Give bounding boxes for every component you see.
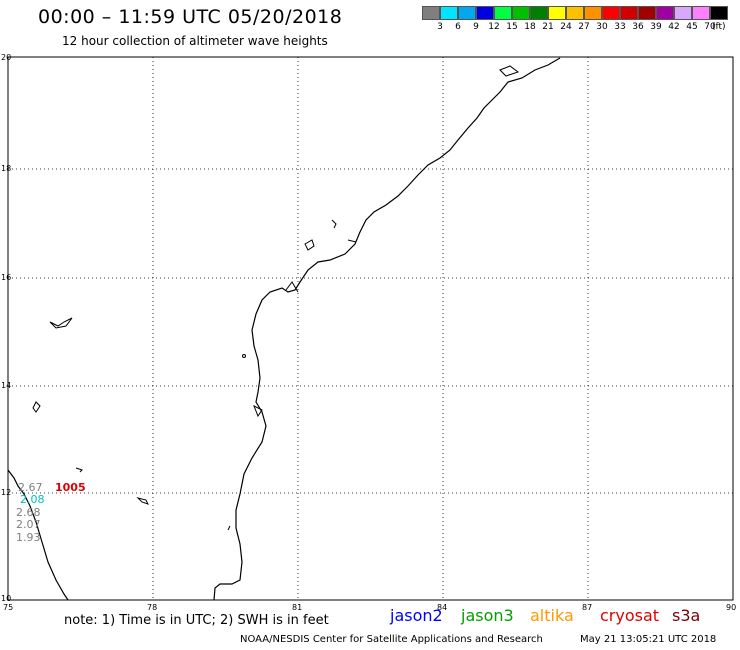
island-6 <box>75 467 83 473</box>
island-5 <box>331 219 337 229</box>
obs-value: 1005 <box>55 481 86 494</box>
legend-label: 9 <box>473 22 479 32</box>
legend-label: 33 <box>614 22 626 32</box>
map-subtitle: 12 hour collection of altimeter wave hei… <box>62 34 328 48</box>
legend-label: 36 <box>632 22 644 32</box>
legend-swatch <box>620 6 638 20</box>
legend-label: 15 <box>506 22 518 32</box>
legend-swatch <box>602 6 620 20</box>
legend-swatch <box>674 6 692 20</box>
x-tick-87: 87 <box>582 603 593 612</box>
y-tick-14: 14 <box>1 381 12 390</box>
satellite-altika: altika <box>530 606 574 625</box>
obs-value: 1.93 <box>16 531 41 544</box>
coastline-east-india <box>213 57 561 601</box>
obs-value: 2.08 <box>20 493 45 506</box>
legend-swatch <box>440 6 458 20</box>
legend-swatch <box>530 6 548 20</box>
grid <box>8 57 733 600</box>
satellite-jason2: jason2 <box>390 606 443 625</box>
legend-label: 45 <box>686 22 698 32</box>
legend-unit: (ft) <box>712 22 726 32</box>
legend-label: 30 <box>596 22 608 32</box>
color-legend <box>422 6 728 20</box>
lake-1 <box>253 404 263 418</box>
legend-label: 18 <box>524 22 536 32</box>
island-3 <box>136 497 149 505</box>
legend-label: 12 <box>488 22 500 32</box>
legend-swatch <box>548 6 566 20</box>
x-tick-81: 81 <box>292 603 303 612</box>
dot-1 <box>242 354 246 358</box>
plot-frame <box>7 56 734 601</box>
satellite-jason3: jason3 <box>461 606 514 625</box>
legend-label: 42 <box>668 22 680 32</box>
obs-value: 2.67 <box>18 481 43 494</box>
legend-label: 24 <box>560 22 572 32</box>
legend-label: 27 <box>578 22 590 32</box>
island-1 <box>49 317 73 329</box>
satellite-s3a: s3a <box>672 606 701 625</box>
delta-2 <box>347 239 357 243</box>
coastline-south-india <box>7 469 69 601</box>
y-tick-18: 18 <box>1 164 12 173</box>
island-2 <box>32 401 41 413</box>
x-tick-90: 90 <box>726 603 737 612</box>
map-title: 00:00 – 11:59 UTC 05/20/2018 <box>38 6 343 28</box>
legend-swatch <box>458 6 476 20</box>
legend-swatch <box>566 6 584 20</box>
legend-label: 6 <box>455 22 461 32</box>
legend-label: 39 <box>650 22 662 32</box>
y-tick-16: 16 <box>1 273 12 282</box>
coast-detail <box>227 525 231 531</box>
note-text: note: 1) Time is in UTC; 2) SWH is in fe… <box>64 613 329 628</box>
footer-credit: NOAA/NESDIS Center for Satellite Applica… <box>240 634 543 645</box>
footer-timestamp: May 21 13:05:21 UTC 2018 <box>580 634 717 645</box>
x-tick-84: 84 <box>437 603 448 612</box>
legend-labels: 3 6 9 12 15 18 21 24 27 30 33 36 39 42 45 70 <box>422 22 719 32</box>
legend-swatch <box>422 6 440 20</box>
legend-label: 3 <box>437 22 443 32</box>
island-4 <box>304 239 315 251</box>
obs-value: 2.68 <box>16 506 41 519</box>
lake-2 <box>499 65 520 77</box>
legend-swatch <box>692 6 710 20</box>
legend-label: 70 <box>704 22 716 32</box>
legend-swatch <box>512 6 530 20</box>
legend-swatch <box>638 6 656 20</box>
y-tick-12: 12 <box>1 488 12 497</box>
legend-label: 21 <box>542 22 554 32</box>
legend-swatch <box>584 6 602 20</box>
delta-1 <box>285 281 299 293</box>
x-tick-78: 78 <box>147 603 158 612</box>
x-tick-75: 75 <box>3 603 14 612</box>
legend-swatch <box>710 6 728 20</box>
y-tick-20: 20 <box>1 53 12 62</box>
legend-swatch <box>656 6 674 20</box>
y-tick-10: 10 <box>1 594 12 603</box>
legend-swatch <box>476 6 494 20</box>
legend-swatch <box>494 6 512 20</box>
obs-value: 2.07 <box>16 518 41 531</box>
satellite-cryosat: cryosat <box>600 606 660 625</box>
